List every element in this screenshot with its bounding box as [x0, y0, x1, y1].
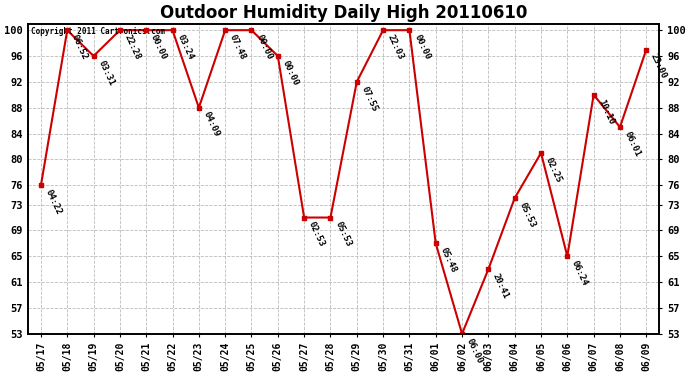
Text: 05:53: 05:53: [518, 201, 537, 229]
Text: 02:25: 02:25: [544, 156, 563, 184]
Text: 00:00: 00:00: [255, 33, 274, 61]
Text: 05:48: 05:48: [439, 246, 458, 274]
Text: 03:24: 03:24: [175, 33, 195, 61]
Text: 04:22: 04:22: [43, 188, 63, 216]
Text: 02:53: 02:53: [307, 220, 326, 249]
Text: 03:31: 03:31: [97, 59, 116, 87]
Text: 05:53: 05:53: [333, 220, 353, 249]
Text: 07:48: 07:48: [228, 33, 248, 61]
Text: 10:10: 10:10: [596, 98, 616, 126]
Text: 00:00: 00:00: [281, 59, 300, 87]
Text: 23:00: 23:00: [649, 53, 669, 81]
Text: Copyright 2011 Cartronics.com: Copyright 2011 Cartronics.com: [31, 27, 165, 36]
Text: 06:24: 06:24: [570, 259, 590, 287]
Text: 00:00: 00:00: [412, 33, 432, 61]
Text: 06:01: 06:01: [623, 130, 642, 158]
Text: 06:00: 06:00: [465, 337, 484, 365]
Title: Outdoor Humidity Daily High 20110610: Outdoor Humidity Daily High 20110610: [160, 4, 527, 22]
Text: 22:28: 22:28: [123, 33, 142, 61]
Text: 06:52: 06:52: [70, 33, 90, 61]
Text: 22:03: 22:03: [386, 33, 406, 61]
Text: 07:55: 07:55: [359, 85, 379, 113]
Text: 20:41: 20:41: [491, 272, 511, 300]
Text: 04:09: 04:09: [201, 111, 221, 139]
Text: 00:00: 00:00: [149, 33, 168, 61]
